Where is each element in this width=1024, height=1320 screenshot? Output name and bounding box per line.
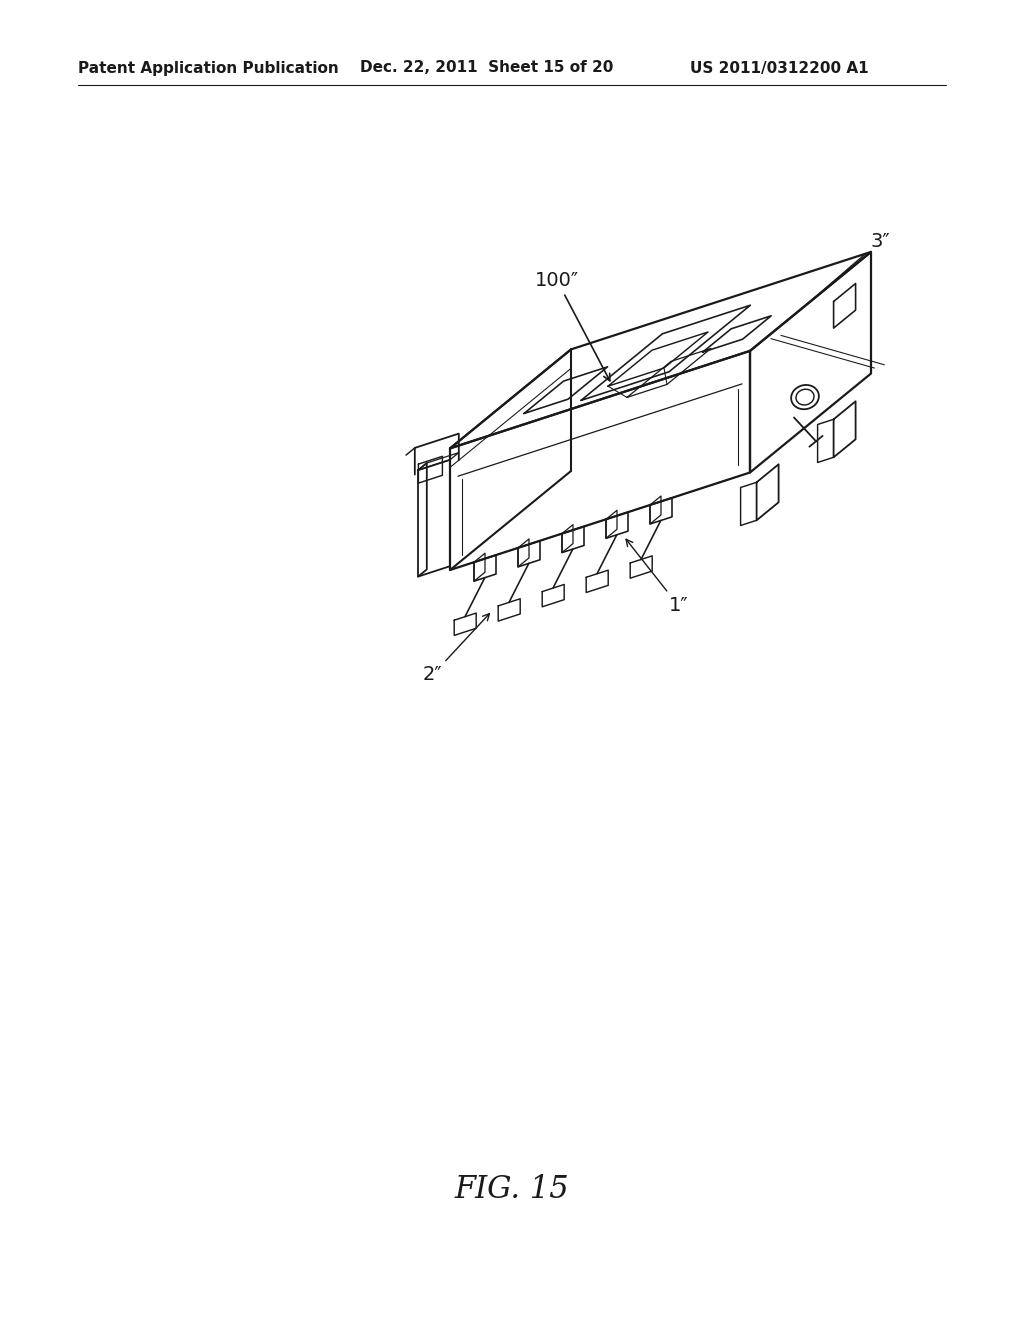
Text: 1″: 1″: [626, 540, 688, 615]
Text: FIG. 15: FIG. 15: [455, 1175, 569, 1205]
Text: Dec. 22, 2011  Sheet 15 of 20: Dec. 22, 2011 Sheet 15 of 20: [360, 61, 613, 75]
Text: Patent Application Publication: Patent Application Publication: [78, 61, 339, 75]
Text: 100″: 100″: [535, 271, 610, 380]
Text: US 2011/0312200 A1: US 2011/0312200 A1: [690, 61, 868, 75]
Text: 2″: 2″: [423, 614, 489, 685]
Text: 3″: 3″: [807, 232, 890, 304]
